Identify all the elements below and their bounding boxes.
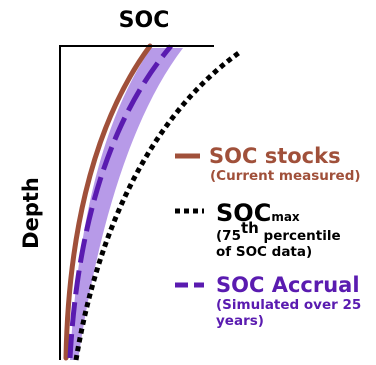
legend-max-note-2: of SOC data) bbox=[216, 244, 312, 260]
legend-accrual-title: SOC Accrual bbox=[216, 273, 360, 297]
legend-stocks-note: (Current measured) bbox=[210, 168, 361, 184]
legend-max-title: SOCmax bbox=[216, 199, 300, 227]
soc-stocks-curve bbox=[63, 43, 153, 361]
legend-accrual-note-2: years) bbox=[216, 313, 264, 329]
soc-accrual-curve bbox=[67, 44, 173, 359]
legend-accrual-note-1: (Simulated over 25 bbox=[216, 297, 361, 313]
legend-stocks-title: SOC stocks bbox=[209, 144, 341, 168]
legend-max-note-1: (75th percentile bbox=[216, 219, 341, 244]
y-axis-title: Depth bbox=[19, 177, 43, 249]
x-axis-title: SOC bbox=[119, 8, 170, 33]
soc-max-curve bbox=[73, 49, 242, 361]
